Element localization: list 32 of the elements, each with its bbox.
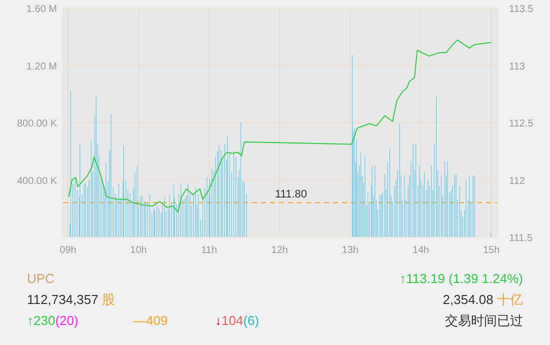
text: 股 [98,292,115,307]
x-tick-label: 15h [483,245,500,256]
text: ↑ [27,313,34,328]
text: (20) [55,313,78,328]
x-tick-label: 14h [412,245,430,256]
y2-tick-label: 112 [509,176,526,187]
y-tick-label: 400.00 K [16,176,58,187]
y-tick-label: 800.00 K [16,118,58,130]
x-tick-label: 09h [60,245,76,256]
text: (6) [243,313,260,328]
text: —409 [133,313,168,328]
text: ↓ [215,313,222,328]
x-tick-label: 13h [342,245,359,256]
x-tick-label: 11h [201,245,218,256]
y2-tick-label: 113 [509,61,526,72]
text: 230 [34,313,56,328]
line-series [68,40,492,212]
x-tick-label: 10h [130,245,147,256]
text: ↑113.19 (1.39 1.24%) [400,271,523,286]
text: 2,354.08 [442,292,494,307]
x-tick-label: 12h [271,245,288,256]
y2-tick-label: 112.5 [509,118,534,130]
text: UPC [27,271,54,286]
text: 112,734,357 [27,292,98,307]
text: 交易时间已过 [445,313,523,328]
y2-tick-label: 111.5 [509,233,533,244]
text: 104 [222,313,244,328]
y2-tick-label: 113.5 [509,4,534,15]
ref-line-label: 111.80 [275,188,308,201]
y-tick-label: 1.20 M [26,61,57,72]
y-tick-label: 1.60 M [26,4,57,15]
text: 十亿 [493,292,523,307]
